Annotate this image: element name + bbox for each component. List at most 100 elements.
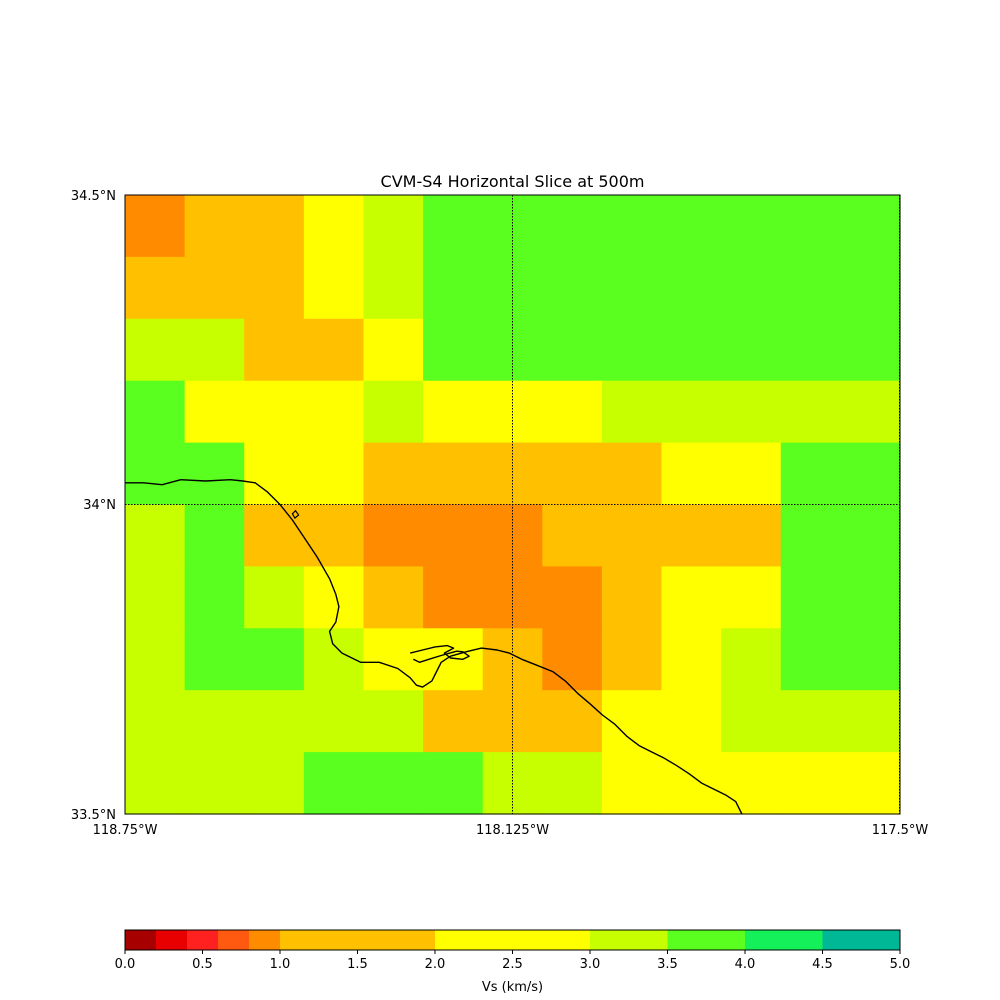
colorbar-segment <box>822 930 901 950</box>
colorbar-segment <box>590 930 668 950</box>
heatmap-cell <box>780 628 841 691</box>
heatmap-cell <box>601 318 663 382</box>
heatmap-cell <box>482 318 543 382</box>
y-tick-label-33.5N: 33.5°N <box>71 808 116 823</box>
heatmap-cell <box>840 195 901 258</box>
heatmap-cell <box>363 690 424 753</box>
colorbar-tick-label: 4.0 <box>735 957 756 972</box>
coastline <box>125 479 743 815</box>
heatmap-cell <box>542 442 603 506</box>
heatmap-cell <box>840 442 901 506</box>
heatmap-cell <box>184 318 245 382</box>
heatmap-cell <box>542 628 603 691</box>
colorbar-label: Vs (km/s) <box>482 980 543 995</box>
heatmap-cell <box>423 628 484 691</box>
heatmap-cell <box>601 195 663 258</box>
heatmap-cell <box>303 566 365 629</box>
colorbar-segment <box>156 930 188 950</box>
heatmap-cell <box>840 504 901 567</box>
heatmap-cell <box>780 318 841 382</box>
heatmap-cell <box>184 628 245 691</box>
colorbar-tick-label: 3.0 <box>580 957 601 972</box>
heatmap-cell <box>423 256 484 320</box>
y-tick-label-34.5N: 34.5°N <box>71 189 116 204</box>
heatmap-map-area <box>124 194 901 815</box>
colorbar-segment <box>435 930 513 950</box>
heatmap-cell <box>721 442 782 506</box>
map-frame <box>124 194 901 815</box>
colorbar-segment <box>280 930 358 950</box>
heatmap-cell <box>125 195 186 258</box>
heatmap-cell <box>840 628 901 691</box>
heatmap-cell <box>125 318 186 382</box>
heatmap-cell <box>184 195 245 258</box>
heatmap-cell <box>423 318 484 382</box>
heatmap-cell <box>661 318 722 382</box>
heatmap-cell <box>125 628 186 691</box>
colorbar-segment <box>667 930 746 950</box>
colorbar-segment <box>512 930 591 950</box>
heatmap-cell <box>661 504 722 567</box>
heatmap-cell <box>303 195 365 258</box>
heatmap-cell <box>721 504 782 567</box>
heatmap-cell <box>363 380 424 444</box>
heatmap-cell <box>721 256 782 320</box>
heatmap-cell <box>542 690 603 753</box>
x-tick-label-118.75W: 118.75°W <box>93 823 158 838</box>
x-tick-label-117.5W: 117.5°W <box>872 823 929 838</box>
heatmap-cell <box>184 690 245 753</box>
heatmap-cell <box>721 690 782 753</box>
heatmap-cell <box>303 318 365 382</box>
heatmap-cell <box>542 504 603 567</box>
heatmap-cell <box>244 256 305 320</box>
heatmap-cell <box>363 566 424 629</box>
heatmap-cell <box>244 195 305 258</box>
heatmap-cell <box>423 690 484 753</box>
heatmap-cell <box>184 442 245 506</box>
heatmap-cell <box>661 566 722 629</box>
heatmap-cell <box>184 380 245 444</box>
colorbar-tick-label: 5.0 <box>890 957 911 972</box>
heatmap-cell <box>840 380 901 444</box>
colorbar-tick-label: 3.5 <box>657 957 678 972</box>
heatmap-cell <box>601 442 663 506</box>
heatmap-cell <box>542 195 603 258</box>
heatmap-cell <box>780 256 841 320</box>
heatmap-cell <box>601 256 663 320</box>
heatmap-cell <box>542 380 603 444</box>
heatmap-cell <box>601 380 663 444</box>
heatmap-cell <box>363 318 424 382</box>
heatmap-cell <box>423 752 484 815</box>
heatmap-cell <box>363 752 424 815</box>
heatmap-cell <box>601 566 663 629</box>
colorbar-tick-label: 2.5 <box>502 957 523 972</box>
heatmap-cell <box>423 442 484 506</box>
heatmap-cell <box>542 752 603 815</box>
heatmap-cell <box>482 628 543 691</box>
heatmap-cell <box>125 504 186 567</box>
colorbar-segment <box>249 930 281 950</box>
heatmap-cell <box>184 504 245 567</box>
harbor-outline <box>410 644 470 663</box>
heatmap-cell <box>840 566 901 629</box>
heatmap-cell <box>780 195 841 258</box>
heatmap-cell <box>303 442 365 506</box>
colorbar-segment <box>745 930 823 950</box>
heatmap-cell <box>244 566 305 629</box>
heatmap-cell <box>840 318 901 382</box>
heatmap-cell <box>542 318 603 382</box>
heatmap-cell <box>661 628 722 691</box>
heatmap-cell <box>184 752 245 815</box>
heatmap-cell <box>244 690 305 753</box>
heatmap-cell <box>303 752 365 815</box>
heatmap-cell <box>303 256 365 320</box>
heatmap-cell <box>423 380 484 444</box>
colorbar-segment <box>125 930 157 950</box>
heatmap-cell <box>721 566 782 629</box>
heatmap-cell <box>780 504 841 567</box>
colorbar-tick-label: 4.5 <box>812 957 833 972</box>
heatmap-cell <box>125 752 186 815</box>
heatmap-cell <box>303 504 365 567</box>
heatmap-cell <box>303 380 365 444</box>
